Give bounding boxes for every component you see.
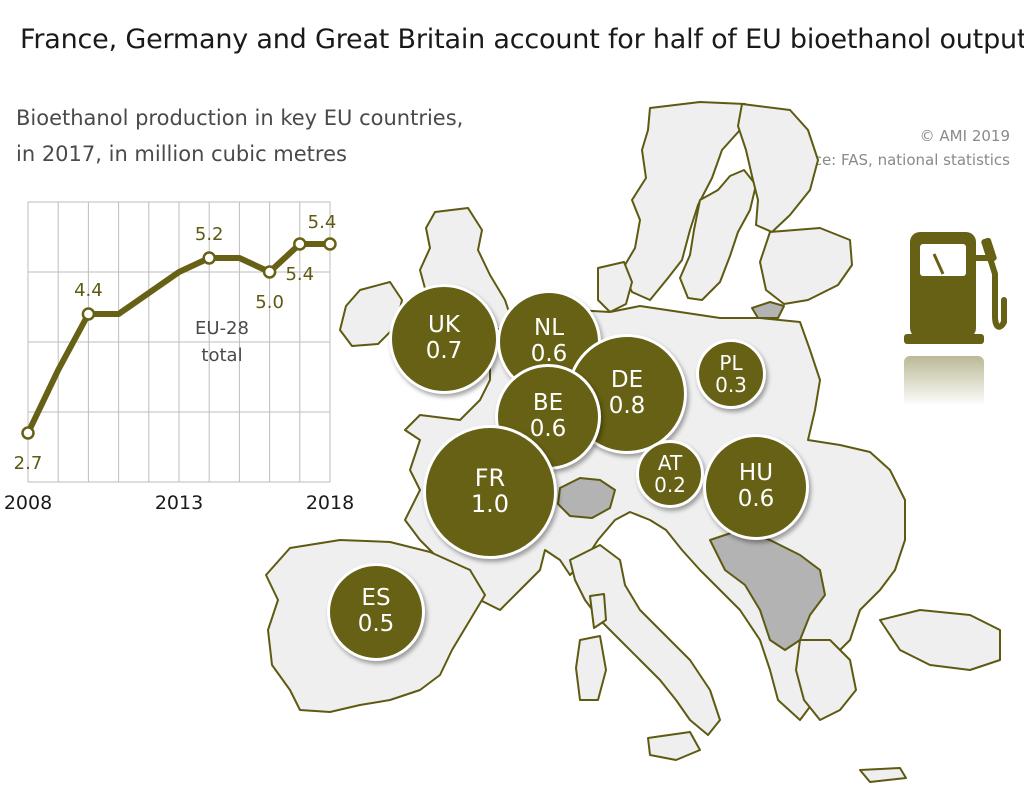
chart-points [21, 237, 337, 440]
bubble-fr-value: 1.0 [470, 490, 510, 519]
chart-grid [27, 201, 331, 483]
bubble-fr: FR 1.0 [423, 425, 557, 559]
chart-subtitle: Bioethanol production in key EU countrie… [16, 100, 463, 172]
data-point-2008 [21, 426, 35, 440]
bubble-es: ES 0.5 [327, 563, 425, 661]
data-label-2018: 5.4 [308, 212, 337, 233]
bubble-uk-code: UK [428, 312, 460, 339]
bubble-pl-value: 0.3 [715, 372, 747, 397]
data-label-2016: 5.0 [255, 292, 284, 313]
denmark-land [597, 261, 633, 313]
data-point-2014 [202, 251, 216, 265]
bubble-hu: HU 0.6 [703, 434, 809, 540]
x-tick-2013: 2013 [155, 492, 203, 514]
greece-land [795, 639, 857, 721]
data-point-2018 [323, 237, 337, 251]
data-point-2010 [81, 307, 96, 321]
bubble-de-value: 0.8 [608, 393, 646, 420]
eu28-line [25, 241, 333, 436]
bubble-be-value: 0.6 [529, 416, 567, 443]
data-label-2014: 5.2 [195, 224, 224, 245]
bubble-es-code: ES [361, 585, 391, 612]
data-label-2010: 4.4 [74, 280, 103, 301]
subtitle-line-1: Bioethanol production in key EU countrie… [16, 106, 464, 130]
bubble-pl: PL 0.3 [696, 339, 766, 409]
bubble-de-code: DE [610, 367, 644, 394]
data-point-2017 [293, 237, 307, 251]
bubble-uk-value: 0.7 [425, 338, 463, 365]
bubble-at-value: 0.2 [654, 472, 686, 497]
bubble-hu-value: 0.6 [737, 486, 775, 513]
x-tick-2018: 2018 [306, 492, 354, 514]
kaliningrad-region [751, 301, 785, 319]
turkey-land [879, 609, 1001, 671]
sicily-land [647, 731, 701, 761]
data-point-2016 [262, 265, 277, 279]
corsica-land [589, 593, 607, 629]
series-label-line-2: total [201, 345, 242, 366]
bubble-fr-code: FR [474, 464, 506, 492]
bubble-pl-code: PL [719, 350, 743, 375]
baltics-land [759, 227, 853, 305]
headline: France, Germany and Great Britain accoun… [20, 24, 1024, 55]
balkans-region [709, 529, 826, 651]
bubble-at-code: AT [657, 450, 683, 475]
bubble-es-value: 0.5 [357, 611, 395, 638]
data-label-2017: 5.4 [285, 264, 314, 285]
data-label-2008: 2.7 [14, 453, 43, 474]
bubble-nl-code: NL [533, 315, 565, 342]
bubble-hu-code: HU [738, 460, 774, 487]
source-text: Source: FAS, national statistics [779, 151, 1010, 169]
chart-ticks: 2008 2013 2018 [4, 492, 354, 514]
crete-land [859, 767, 907, 783]
x-tick-2008: 2008 [4, 492, 52, 514]
sweden-land [679, 169, 757, 301]
bubble-be-code: BE [532, 390, 564, 417]
bubble-nl-value: 0.6 [530, 341, 568, 368]
subtitle-line-2: in 2017, in million cubic metres [16, 142, 347, 166]
ireland-land [339, 281, 403, 347]
copyright-text: © AMI 2019 [919, 127, 1010, 145]
switzerland-region [557, 477, 616, 519]
chart-labels: 2.74.45.25.05.45.4 [14, 212, 337, 474]
bubble-uk: UK 0.7 [389, 284, 499, 394]
bubble-at: AT 0.2 [636, 440, 704, 508]
series-label-line-1: EU-28 [195, 318, 249, 339]
sardinia-land [575, 635, 607, 701]
credits: © AMI 2019 Source: FAS, national statist… [780, 124, 1010, 172]
